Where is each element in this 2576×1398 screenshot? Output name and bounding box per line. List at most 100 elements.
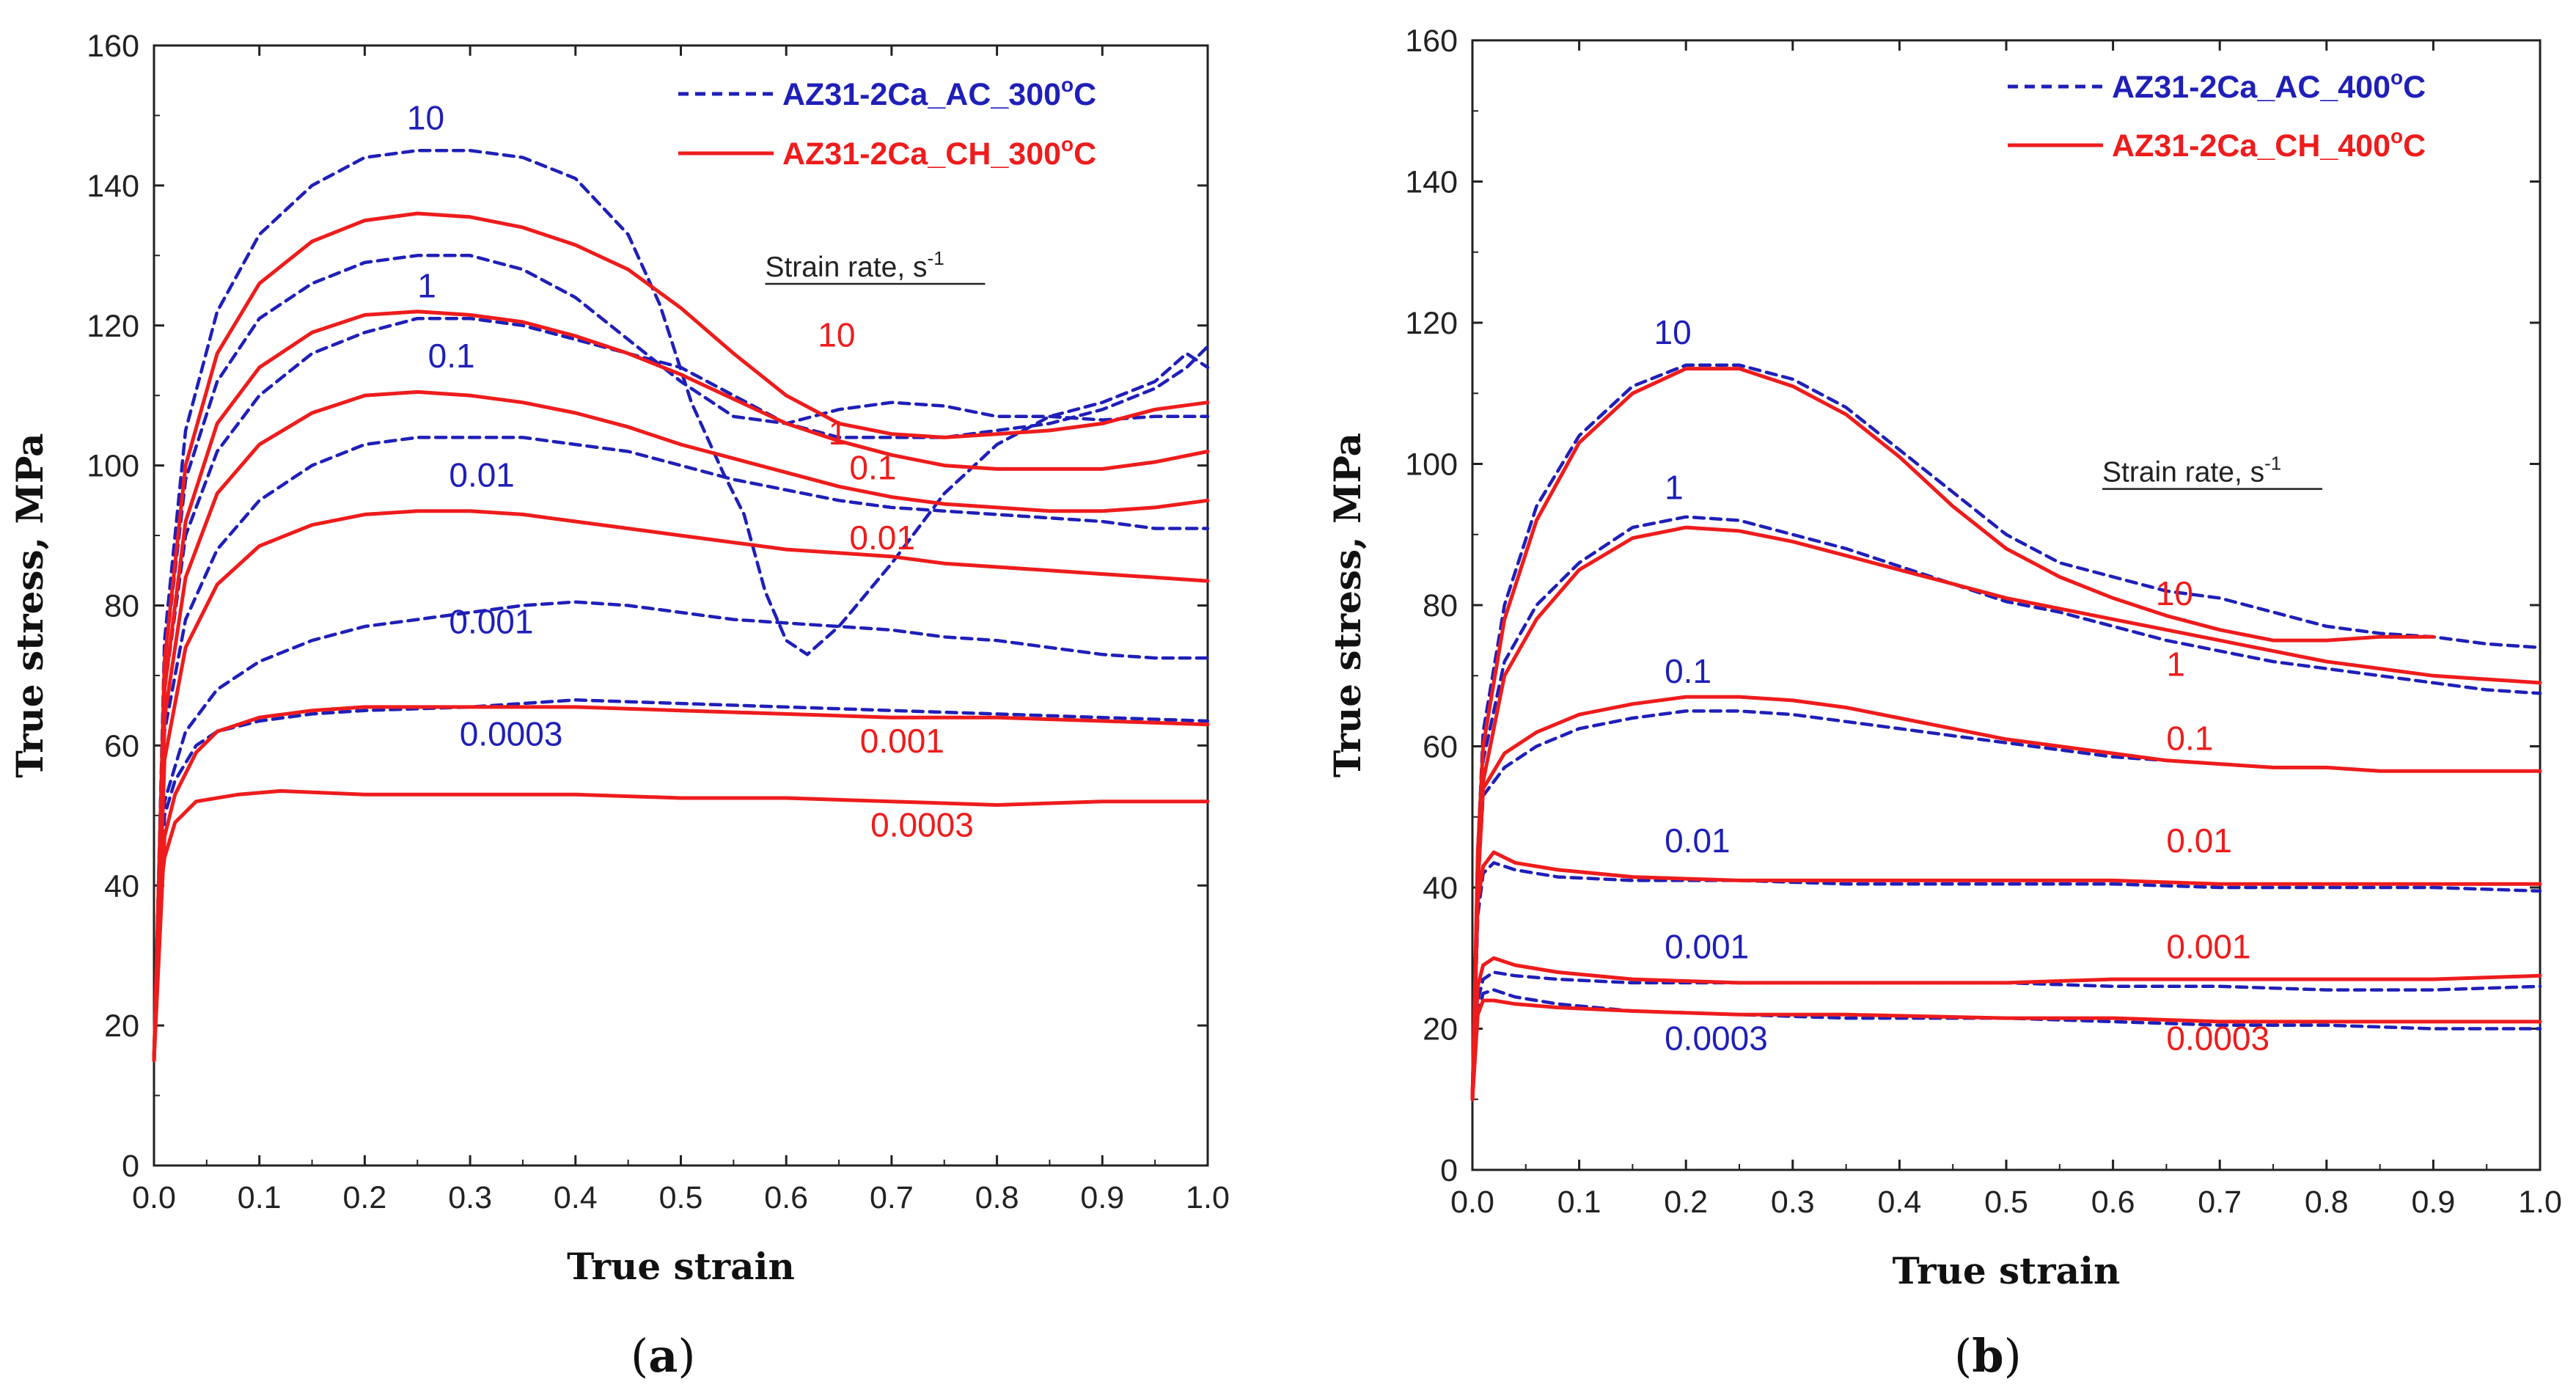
x-tick-label: 0.9 <box>1080 1180 1124 1215</box>
strain-rate-unit-exponent: -1 <box>928 247 944 269</box>
curve-label-ch: 0.01 <box>2166 821 2232 860</box>
panel-label-letter: b <box>1972 1329 2003 1383</box>
legend-series-name: AZ31-2Ca_AC_300 <box>782 77 1061 112</box>
x-tick-label: 0.6 <box>2091 1185 2135 1220</box>
series-line-ch-rate-0_1 <box>152 389 1210 1063</box>
curve-label-ac: 10 <box>1654 313 1692 351</box>
series-line-ch-rate-0_1 <box>1470 695 2542 1102</box>
series-line-ch-rate-10 <box>1470 367 2435 1102</box>
y-tick-label: 0 <box>122 1149 139 1184</box>
legend-degree-sign: o <box>1061 73 1074 96</box>
curve-label-ac: 0.01 <box>1665 821 1731 860</box>
series-line-ac-rate-10 <box>1470 363 2542 1102</box>
legend-celsius: C <box>1074 77 1096 112</box>
x-tick-label: 0.2 <box>343 1180 387 1215</box>
x-tick-label: 0.6 <box>764 1180 808 1215</box>
x-tick-label: 0.5 <box>659 1180 703 1215</box>
panel-label: (a) <box>631 1329 696 1383</box>
y-tick-label: 140 <box>1405 165 1458 200</box>
x-tick-label: 0.1 <box>238 1180 282 1215</box>
y-tick-label: 80 <box>1423 588 1458 623</box>
curve-label-ac: 0.1 <box>1665 652 1711 690</box>
series-line-ac-rate-0_1 <box>152 316 1210 1063</box>
legend-degree-sign: o <box>2390 125 2403 147</box>
y-tick-label: 160 <box>87 29 139 64</box>
series-line-ac-rate-0_01 <box>152 436 1210 1063</box>
x-tick-label: 0.8 <box>2305 1185 2349 1220</box>
curve-label-ch: 0.001 <box>2166 927 2250 965</box>
curve-label-ac: 0.0003 <box>1665 1019 1768 1057</box>
strain-rate-text: Strain rate, s <box>2102 457 2264 488</box>
y-tick-label: 60 <box>1423 730 1458 765</box>
curve-label-ch: 1 <box>2166 645 2185 683</box>
panel-label-letter: a <box>648 1329 678 1383</box>
x-tick-label: 0.7 <box>2198 1185 2242 1220</box>
curve-label-ac: 0.001 <box>449 603 533 641</box>
x-tick-label: 0.1 <box>1557 1185 1601 1220</box>
curve-label-ac: 0.001 <box>1665 927 1749 965</box>
x-tick-label: 0.3 <box>448 1180 492 1215</box>
y-tick-label: 0 <box>1440 1153 1458 1188</box>
x-tick-label: 0.8 <box>975 1180 1019 1215</box>
legend-label-ac: AZ31-2Ca_AC_300oC <box>782 73 1096 112</box>
x-tick-label: 0.0 <box>132 1180 176 1215</box>
curve-label-ac: 10 <box>407 99 444 137</box>
legend-label-ac: AZ31-2Ca_AC_400oC <box>2112 66 2426 105</box>
curve-label-ch: 0.0003 <box>870 805 974 843</box>
series-line-ch-rate-10 <box>152 211 1210 1063</box>
legend-celsius: C <box>1074 136 1096 172</box>
series-line-ch-rate-0_0003 <box>152 788 1210 1063</box>
legend-series-name: AZ31-2Ca_AC_400 <box>2112 70 2390 105</box>
x-tick-label: 0.4 <box>554 1180 598 1215</box>
curve-label-ch: 0.01 <box>849 519 915 557</box>
curve-label-ac: 0.1 <box>428 337 475 375</box>
series-line-ch-rate-0_001 <box>1470 956 2542 1102</box>
legend-celsius: C <box>2403 70 2426 105</box>
y-tick-label: 160 <box>1405 23 1458 59</box>
y-tick-label: 80 <box>104 589 139 624</box>
x-tick-label: 0.4 <box>1878 1185 1922 1220</box>
y-tick-label: 100 <box>1405 447 1458 483</box>
x-tick-label: 1.0 <box>1186 1180 1230 1215</box>
panel-label: (b) <box>1954 1329 2022 1383</box>
y-tick-label: 40 <box>104 868 139 904</box>
x-tick-label: 0.5 <box>1984 1185 2028 1220</box>
chart-panel-a: 0.0 0.1 0.2 0.3 0.4 0.5 0.6 0.7 0.8 0.9 1.0 0 20 40 60… <box>8 29 1230 1383</box>
series-line-ac-rate-0_001 <box>152 600 1210 1063</box>
curve-label-ac: 0.01 <box>449 455 515 494</box>
legend-degree-sign: o <box>2390 66 2403 89</box>
y-tick-label: 40 <box>1423 871 1458 906</box>
strain-rate-annotation: Strain rate, s-1 <box>765 247 944 283</box>
legend-series-name: AZ31-2Ca_CH_400 <box>2112 128 2390 164</box>
series-line-ch-rate-1 <box>152 310 1210 1063</box>
series-line-ch-rate-0_001 <box>152 705 1210 1063</box>
x-axis-title: True strain <box>1893 1249 2121 1292</box>
legend-celsius: C <box>2403 128 2426 164</box>
chart-panel-b: 0.0 0.1 0.2 0.3 0.4 0.5 0.6 0.7 0.8 0.9 1.0 0 20 40 60… <box>1326 23 2562 1383</box>
x-tick-label: 0.3 <box>1771 1185 1815 1220</box>
y-tick-label: 20 <box>104 1009 139 1044</box>
legend-label-ch: AZ31-2Ca_CH_300oC <box>782 133 1096 172</box>
y-tick-label: 20 <box>1423 1012 1458 1047</box>
curve-label-ch: 0.1 <box>849 449 896 487</box>
y-tick-label: 100 <box>87 449 139 484</box>
strain-rate-unit-exponent: -1 <box>2264 453 2281 475</box>
legend-degree-sign: o <box>1061 133 1074 155</box>
curve-label-ac: 1 <box>417 267 436 305</box>
y-tick-label: 120 <box>1405 306 1458 341</box>
y-axis-title: True stress, MPa <box>1326 433 1369 777</box>
y-axis-title: True stress, MPa <box>8 433 51 778</box>
x-tick-label: 0.2 <box>1664 1185 1708 1220</box>
y-tick-label: 140 <box>87 169 139 204</box>
curve-label-ac: 0.0003 <box>460 714 563 753</box>
series-line-ch-rate-0_0003 <box>1470 998 2542 1102</box>
series-line-ch-rate-0_01 <box>1470 850 2542 1102</box>
legend-series-name: AZ31-2Ca_CH_300 <box>782 136 1061 172</box>
y-tick-label: 120 <box>87 309 139 344</box>
curve-label-ac: 1 <box>1665 469 1684 507</box>
y-tick-label: 60 <box>104 728 139 764</box>
x-tick-label: 0.9 <box>2412 1185 2456 1220</box>
curve-label-ch: 10 <box>2156 574 2193 612</box>
x-tick-label: 0.7 <box>870 1180 914 1215</box>
